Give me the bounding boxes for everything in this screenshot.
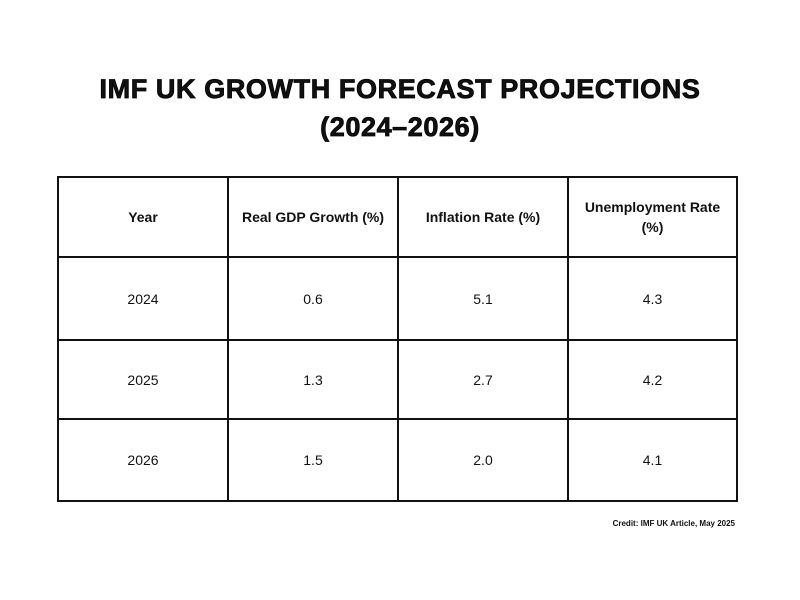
cell-gdp: 1.3	[227, 339, 399, 420]
cell-inflation: 2.0	[397, 418, 569, 502]
credit-note: Credit: IMF UK Article, May 2025	[612, 519, 735, 528]
cell-inflation: 5.1	[397, 256, 569, 341]
cell-unemployment: 4.1	[567, 418, 738, 502]
column-header-unemployment: Unemployment Rate (%)	[567, 176, 738, 258]
table-header-row: Year Real GDP Growth (%) Inflation Rate …	[57, 176, 738, 258]
cell-inflation: 2.7	[397, 339, 569, 420]
title-line-1: IMF UK GROWTH FORECAST PROJECTIONS	[99, 74, 701, 105]
cell-unemployment: 4.2	[567, 339, 738, 420]
cell-year: 2024	[57, 256, 229, 341]
title-line-2: (2024–2026)	[320, 112, 480, 143]
table-row: 2026 1.5 2.0 4.1	[57, 418, 738, 502]
cell-year: 2025	[57, 339, 229, 420]
cell-year: 2026	[57, 418, 229, 502]
page-title: IMF UK GROWTH FORECAST PROJECTIONS (2024…	[0, 70, 800, 146]
column-header-year: Year	[57, 176, 229, 258]
table-row: 2024 0.6 5.1 4.3	[57, 256, 738, 341]
cell-gdp: 0.6	[227, 256, 399, 341]
table-row: 2025 1.3 2.7 4.2	[57, 339, 738, 420]
column-header-inflation: Inflation Rate (%)	[397, 176, 569, 258]
cell-gdp: 1.5	[227, 418, 399, 502]
column-header-gdp: Real GDP Growth (%)	[227, 176, 399, 258]
cell-unemployment: 4.3	[567, 256, 738, 341]
forecast-table: Year Real GDP Growth (%) Inflation Rate …	[57, 176, 738, 502]
